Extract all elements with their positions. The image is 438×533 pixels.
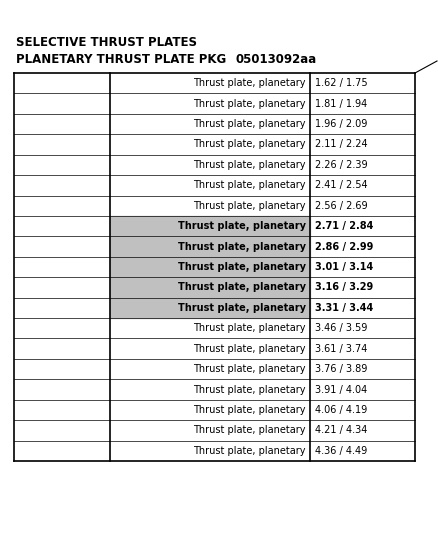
Text: 4.06 / 4.19: 4.06 / 4.19 [315,405,367,415]
Text: Thrust plate, planetary: Thrust plate, planetary [178,262,306,272]
Text: 2.71 / 2.84: 2.71 / 2.84 [315,221,373,231]
Text: Thrust plate, planetary: Thrust plate, planetary [194,446,306,456]
Text: 3.91 / 4.04: 3.91 / 4.04 [315,384,367,394]
Text: 2.11 / 2.24: 2.11 / 2.24 [315,140,367,149]
Text: Thrust plate, planetary: Thrust plate, planetary [178,241,306,252]
Text: Thrust plate, planetary: Thrust plate, planetary [194,344,306,354]
Text: 2.86 / 2.99: 2.86 / 2.99 [315,241,373,252]
Text: 3.01 / 3.14: 3.01 / 3.14 [315,262,373,272]
Text: PLANETARY THRUST PLATE PKG: PLANETARY THRUST PLATE PKG [16,53,226,66]
Text: Thrust plate, planetary: Thrust plate, planetary [194,364,306,374]
Text: 2.41 / 2.54: 2.41 / 2.54 [315,180,367,190]
Text: SELECTIVE THRUST PLATES: SELECTIVE THRUST PLATES [16,36,197,49]
Text: Thrust plate, planetary: Thrust plate, planetary [194,425,306,435]
Text: 1.62 / 1.75: 1.62 / 1.75 [315,78,367,88]
Bar [110,236,310,257]
Text: 1.96 / 2.09: 1.96 / 2.09 [315,119,367,129]
Bar [110,297,310,318]
Text: Thrust plate, planetary: Thrust plate, planetary [194,119,306,129]
Text: 4.36 / 4.49: 4.36 / 4.49 [315,446,367,456]
Text: Thrust plate, planetary: Thrust plate, planetary [194,323,306,333]
Text: Thrust plate, planetary: Thrust plate, planetary [194,160,306,170]
Bar [110,216,310,236]
Text: Thrust plate, planetary: Thrust plate, planetary [194,384,306,394]
Text: 3.16 / 3.29: 3.16 / 3.29 [315,282,373,293]
Text: 3.46 / 3.59: 3.46 / 3.59 [315,323,367,333]
Text: Thrust plate, planetary: Thrust plate, planetary [194,99,306,109]
Text: Thrust plate, planetary: Thrust plate, planetary [194,405,306,415]
Text: 3.76 / 3.89: 3.76 / 3.89 [315,364,367,374]
Bar [110,277,310,297]
Text: 2.26 / 2.39: 2.26 / 2.39 [315,160,367,170]
Text: Thrust plate, planetary: Thrust plate, planetary [194,78,306,88]
Text: 3.31 / 3.44: 3.31 / 3.44 [315,303,373,313]
Text: Thrust plate, planetary: Thrust plate, planetary [178,221,306,231]
Text: Thrust plate, planetary: Thrust plate, planetary [194,201,306,211]
Text: Thrust plate, planetary: Thrust plate, planetary [194,180,306,190]
Text: 2.56 / 2.69: 2.56 / 2.69 [315,201,367,211]
Text: 1.81 / 1.94: 1.81 / 1.94 [315,99,367,109]
Text: Thrust plate, planetary: Thrust plate, planetary [178,282,306,293]
Bar [110,257,310,277]
Text: 05013092aa: 05013092aa [236,53,317,66]
Text: 3.61 / 3.74: 3.61 / 3.74 [315,344,367,354]
Text: Thrust plate, planetary: Thrust plate, planetary [194,140,306,149]
Text: 4.21 / 4.34: 4.21 / 4.34 [315,425,367,435]
Text: Thrust plate, planetary: Thrust plate, planetary [178,303,306,313]
